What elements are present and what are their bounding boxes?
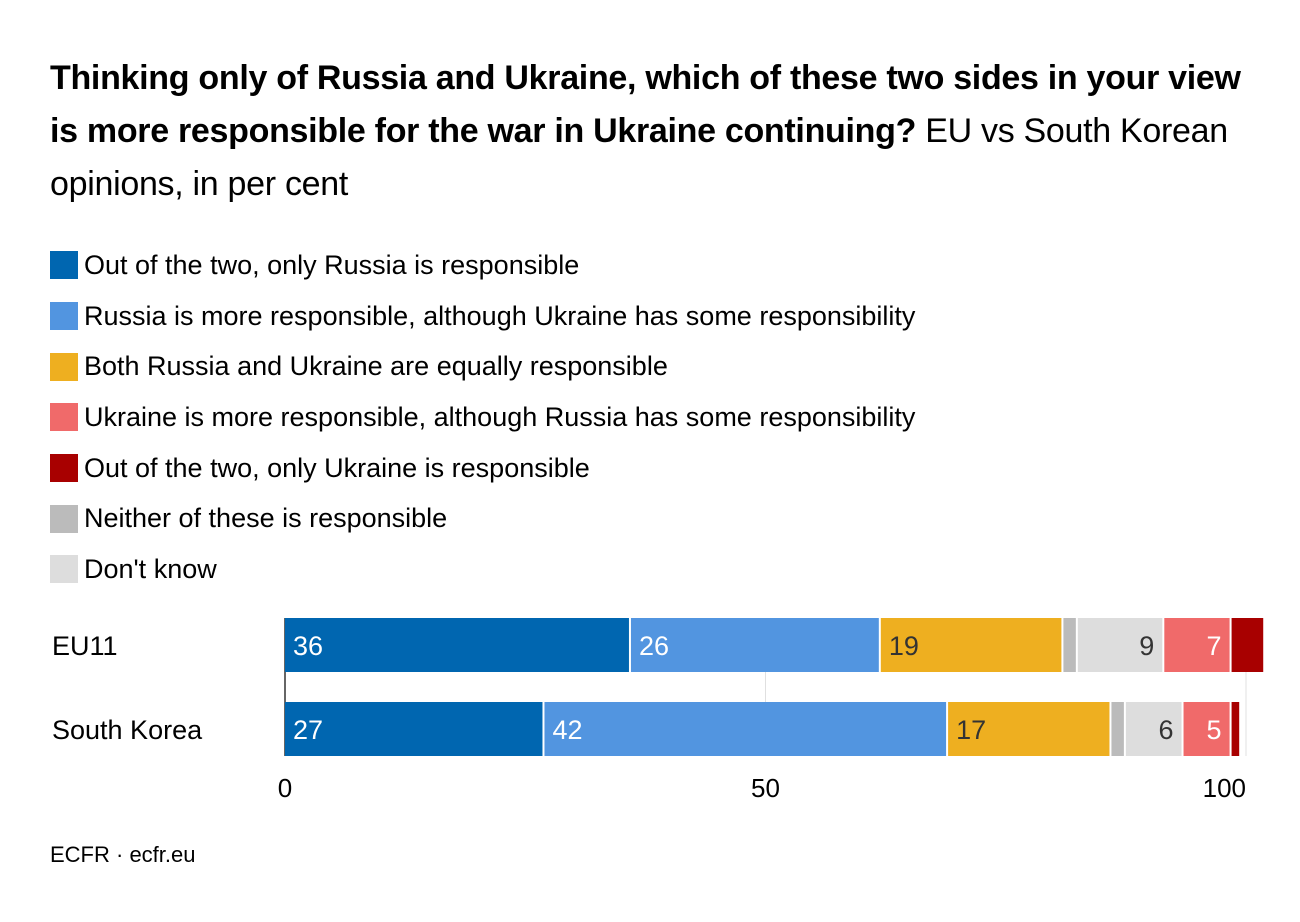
x-tick-label: 50 xyxy=(751,773,780,803)
bar-eu11-out-of-the-two-only-ukraine-is-responsible xyxy=(1231,618,1264,672)
legend-swatch xyxy=(50,454,78,483)
legend-swatch xyxy=(50,555,78,584)
legend-swatch xyxy=(50,504,78,533)
data-label: 26 xyxy=(639,631,669,661)
bar-eu11-neither-of-these-is-responsible xyxy=(1063,618,1076,672)
legend: Out of the two, only Russia is responsib… xyxy=(50,240,915,595)
legend-item-don-t-know: Don't know xyxy=(50,544,915,595)
legend-swatch xyxy=(50,352,78,381)
legend-label: Both Russia and Ukraine are equally resp… xyxy=(84,351,668,382)
data-label: 36 xyxy=(293,631,323,661)
category-label: EU11 xyxy=(52,631,118,661)
bar-south-korea-russia-is-more-responsible-although-ukraine-has-some-responsibility xyxy=(544,702,947,756)
data-label: 7 xyxy=(1207,631,1222,661)
data-label: 19 xyxy=(889,631,919,661)
legend-swatch xyxy=(50,403,78,432)
title-question: Thinking only of Russia and Ukraine, whi… xyxy=(50,59,1241,150)
legend-label: Russia is more responsible, although Ukr… xyxy=(84,300,916,331)
bar-eu11-out-of-the-two-only-russia-is-responsible xyxy=(285,618,629,672)
source-credit: ECFR · ecfr.eu xyxy=(50,842,196,867)
legend-label: Out of the two, only Ukraine is responsi… xyxy=(84,452,590,483)
legend-swatch xyxy=(50,302,78,331)
legend-label: Don't know xyxy=(84,553,217,584)
chart-title: Thinking only of Russia and Ukraine, whi… xyxy=(50,52,1270,211)
legend-label: Neither of these is responsible xyxy=(84,503,448,534)
legend-item-both-russia-and-ukraine-are-equally-responsible: Both Russia and Ukraine are equally resp… xyxy=(50,341,915,392)
bar-eu11-russia-is-more-responsible-although-ukraine-has-some-responsibility xyxy=(630,618,879,672)
data-label: 9 xyxy=(1139,631,1154,661)
x-tick-label: 0 xyxy=(278,773,292,803)
legend-label: Ukraine is more responsible, although Ru… xyxy=(84,401,916,432)
legend-item-ukraine-is-more-responsible-although-russia-has-some-responsibility: Ukraine is more responsible, although Ru… xyxy=(50,392,915,443)
legend-item-russia-is-more-responsible-although-ukraine-has-some-responsibility: Russia is more responsible, although Ukr… xyxy=(50,291,915,342)
x-tick-label: 100 xyxy=(1203,773,1246,803)
bar-south-korea-both-russia-and-ukraine-are-equally-responsible xyxy=(948,702,1110,756)
bar-south-korea-out-of-the-two-only-ukraine-is-responsible xyxy=(1231,702,1240,756)
legend-item-out-of-the-two-only-ukraine-is-responsible: Out of the two, only Ukraine is responsi… xyxy=(50,443,915,494)
bar-south-korea-don-t-know xyxy=(1125,702,1182,756)
data-label: 27 xyxy=(293,715,323,745)
legend-label: Out of the two, only Russia is responsib… xyxy=(84,249,580,280)
data-label: 6 xyxy=(1159,715,1174,745)
data-label: 17 xyxy=(956,715,986,745)
legend-item-neither-of-these-is-responsible: Neither of these is responsible xyxy=(50,493,915,544)
bar-eu11-both-russia-and-ukraine-are-equally-responsible xyxy=(880,618,1062,672)
legend-item-out-of-the-two-only-russia-is-responsible: Out of the two, only Russia is responsib… xyxy=(50,240,915,291)
legend-swatch xyxy=(50,251,78,280)
data-label: 5 xyxy=(1207,715,1222,745)
category-label: South Korea xyxy=(52,715,203,745)
data-label: 42 xyxy=(552,715,582,745)
bar-south-korea-neither-of-these-is-responsible xyxy=(1111,702,1124,756)
bar-eu11-ukraine-is-more-responsible-although-russia-has-some-responsibility xyxy=(1164,618,1230,672)
bar-south-korea-ukraine-is-more-responsible-although-russia-has-some-responsibility xyxy=(1183,702,1230,756)
bar-south-korea-out-of-the-two-only-russia-is-responsible xyxy=(285,702,543,756)
bar-eu11-don-t-know xyxy=(1077,618,1163,672)
title-subtitle: EU vs South Korean opinions, in per cent xyxy=(50,112,1228,203)
